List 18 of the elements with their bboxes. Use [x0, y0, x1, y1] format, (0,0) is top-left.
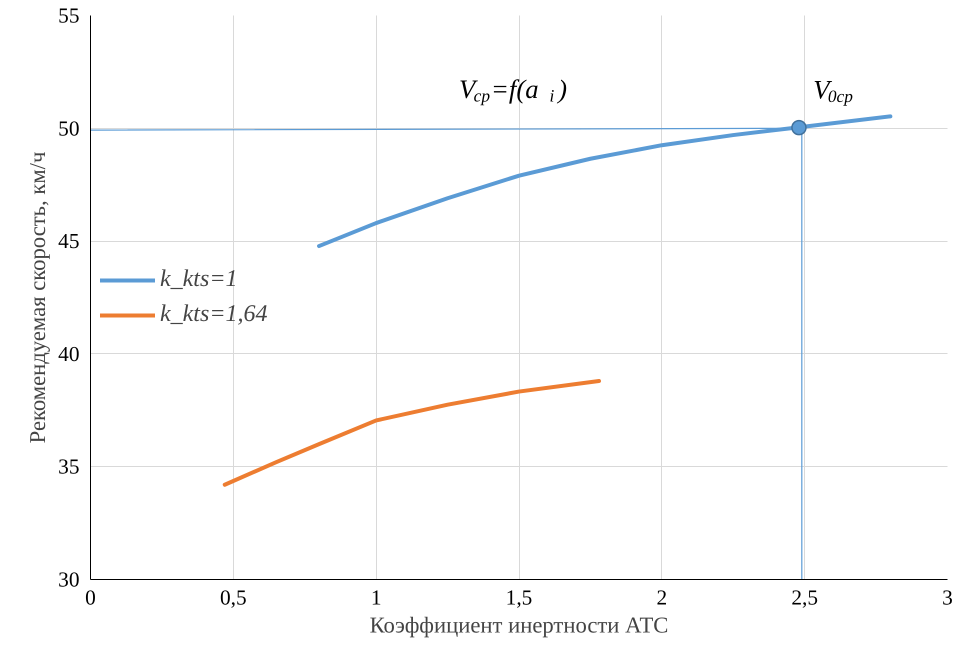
x-tick-label: 1: [370, 586, 382, 610]
y-tick-label: 30: [58, 568, 80, 592]
y-tick-label: 55: [58, 4, 80, 28]
x-tick-label: 0,5: [220, 586, 247, 610]
y-axis-title: Рекомендуемая скорость, км/ч: [25, 152, 50, 444]
x-tick-label: 2: [656, 586, 668, 610]
y-tick-label: 50: [58, 116, 80, 140]
legend-label: k_kts=1: [160, 266, 238, 293]
x-tick-label: 1,5: [506, 586, 532, 610]
line-series: [222, 378, 601, 487]
y-tick-label: 45: [58, 229, 80, 254]
y-tick-label: 35: [58, 454, 80, 479]
x-axis-title: Коэффициент инертности АТС: [370, 612, 668, 638]
x-tick-label: 3: [942, 586, 953, 610]
y-tick-label: 40: [58, 342, 80, 366]
x-tick-label: 2,5: [791, 586, 818, 610]
x-tick-label: 0: [85, 586, 96, 610]
legend-label: k_kts=1,64: [160, 301, 268, 328]
